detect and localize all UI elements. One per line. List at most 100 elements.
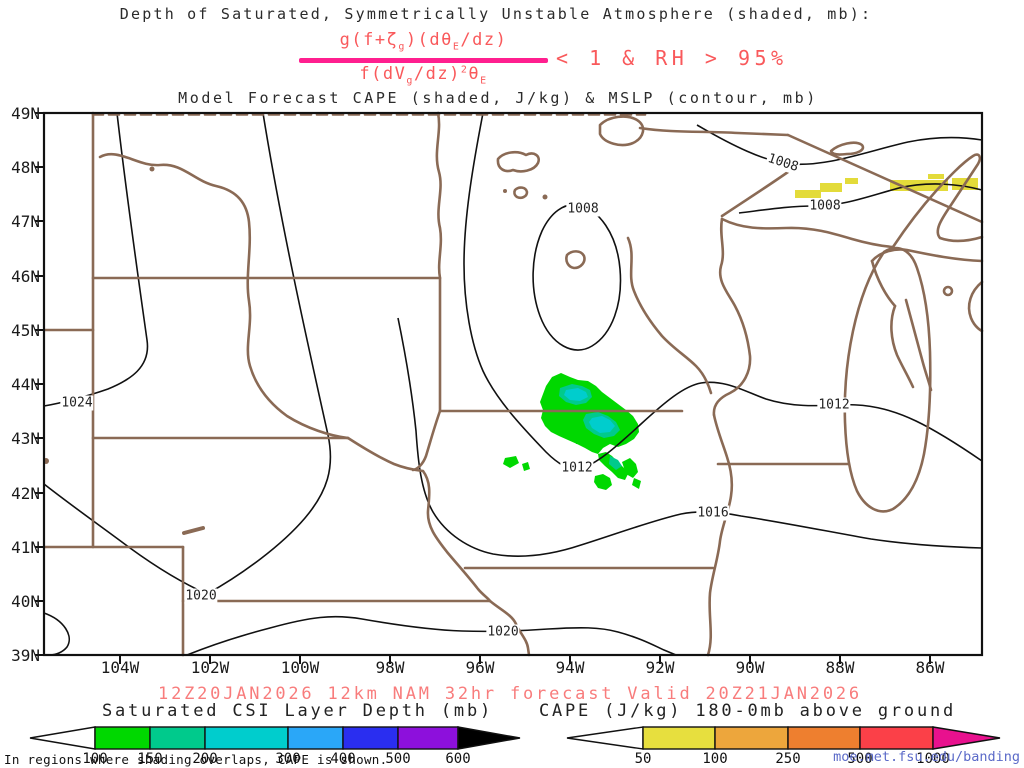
leech-lake — [513, 186, 529, 200]
cape-underflow-arrow — [566, 726, 644, 750]
mn-north-shore — [720, 170, 790, 218]
contour-1016 — [397, 317, 983, 557]
lat-ticks — [35, 112, 44, 656]
st-croix-river — [712, 217, 752, 417]
csi-tick: 100 — [82, 751, 108, 767]
lon-label: 104W — [100, 658, 140, 677]
lat-label: 42N — [11, 484, 40, 503]
lat-label: 46N — [11, 267, 40, 286]
contour-1012 — [463, 112, 983, 471]
red-lake — [496, 150, 540, 173]
contour-label-1016: 1016 — [696, 505, 730, 521]
page-title: Depth of Saturated, Symmetrically Unstab… — [119, 5, 873, 23]
missouri-river-nd-sd — [98, 152, 350, 440]
lake-huron-edge — [967, 280, 984, 333]
lat-label: 48N — [11, 158, 40, 177]
superior-south-shore — [720, 217, 895, 249]
lon-label: 100W — [280, 658, 320, 677]
contour-label-1020: 1020 — [184, 588, 218, 604]
contour-label-1012: 1012 — [560, 460, 594, 476]
csi-shading-cyan — [564, 388, 615, 433]
cape-shading-yellow — [795, 174, 978, 198]
formula-numerator: g(f+ζg)(dθE/dz) — [339, 30, 508, 53]
lat-label: 40N — [11, 592, 40, 611]
site-url: moe.met.fsu.edu/banding — [833, 749, 1020, 765]
lat-label: 39N — [11, 646, 40, 665]
cape-tick: 500 — [847, 751, 873, 767]
mslp-contours — [43, 112, 983, 656]
csi-overflow-arrow — [457, 726, 521, 750]
lat-label: 43N — [11, 429, 40, 448]
cape-overflow-arrow — [932, 726, 1001, 750]
csi-tick: 600 — [445, 751, 471, 767]
lat-label: 44N — [11, 375, 40, 394]
lon-label: 88W — [825, 658, 855, 677]
lat-label: 49N — [11, 104, 40, 123]
lon-label: 96W — [465, 658, 495, 677]
lake-michigan — [843, 246, 932, 513]
formula-fraction-bar — [299, 58, 548, 63]
formula-condition: < 1 & RH > 95% — [556, 46, 788, 70]
contour-label-1024: 1024 — [60, 395, 94, 411]
red-river — [435, 111, 443, 280]
green-bay — [890, 304, 915, 389]
lon-label: 90W — [735, 658, 765, 677]
contour-label-1008: 1008 — [808, 198, 842, 214]
cape-colorbar — [566, 726, 1001, 750]
lon-label: 86W — [915, 658, 945, 677]
lon-label: 98W — [375, 658, 405, 677]
contour-1020-upper — [43, 112, 332, 595]
contour-label-1008: 1008 — [566, 201, 600, 217]
contour-label-1020: 1020 — [486, 624, 520, 640]
csi-underflow-arrow — [29, 726, 96, 750]
overlap-note: In regions where shading overlaps, CAPE … — [4, 752, 388, 767]
border-boundary-waters — [638, 126, 790, 137]
keweenaw-peninsula — [891, 153, 984, 249]
lon-label: 94W — [555, 658, 585, 677]
mississippi-river-mn — [626, 236, 713, 395]
map-frame — [35, 111, 984, 664]
contour-1024 — [43, 112, 149, 407]
missouri-river-ks-mo — [488, 599, 531, 657]
lake-mcconaughy — [182, 526, 205, 535]
lat-label: 47N — [11, 212, 40, 231]
csi-tick: 150 — [137, 751, 163, 767]
door-peninsula — [904, 298, 933, 392]
up-south-shore — [870, 248, 984, 263]
csi-tick: 500 — [385, 751, 411, 767]
bay-de-noc — [942, 285, 954, 297]
contour-1008-south — [738, 183, 983, 214]
cape-tick: 250 — [775, 751, 801, 767]
csi-tick: 400 — [330, 751, 356, 767]
cape-tick: 100 — [702, 751, 728, 767]
isle-royale — [829, 141, 865, 156]
csi-colorbar — [29, 726, 521, 750]
formula-denominator: f(dVg/dz)2θE — [359, 64, 488, 87]
lon-label: 92W — [645, 658, 675, 677]
contour-1020-lower — [186, 615, 677, 656]
border-wi-mi — [870, 259, 897, 308]
model-run-info: 12Z20JAN2026 12km NAM 32hr forecast Vali… — [158, 684, 862, 704]
page-subtitle: Model Forecast CAPE (shaded, J/kg) & MSL… — [178, 89, 818, 107]
missouri-river-sd-ne — [346, 436, 492, 603]
state-borders — [42, 111, 984, 657]
lake-of-the-woods — [598, 115, 645, 147]
lat-label: 41N — [11, 538, 40, 557]
lon-label: 102W — [190, 658, 230, 677]
contour-1024-corner — [43, 612, 70, 656]
lon-ticks — [119, 655, 931, 664]
lat-label: 45N — [11, 321, 40, 340]
big-sioux-river — [411, 409, 442, 472]
csi-colorbar-title: Saturated CSI Layer Depth (mb) — [101, 701, 494, 721]
cape-tick: 1000 — [916, 751, 950, 767]
cape-colorbar-title: CAPE (J/kg) 180-0mb above ground — [538, 701, 957, 721]
contour-label-1012: 1012 — [817, 397, 851, 413]
mississippi-river-border — [706, 413, 734, 657]
csi-tick: 200 — [192, 751, 218, 767]
cape-tick: 50 — [634, 751, 652, 767]
mille-lacs-lake — [565, 250, 586, 270]
contour-1008-north — [696, 124, 983, 166]
contour-1008-closed — [532, 203, 622, 351]
